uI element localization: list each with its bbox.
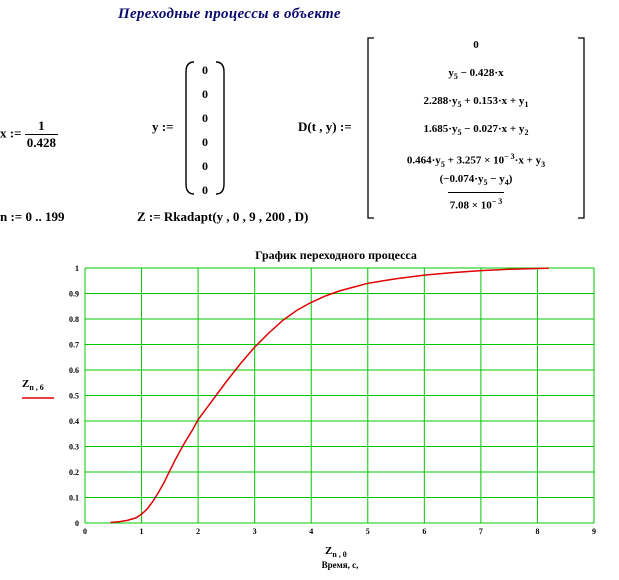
x-tick-label: 6 [422,527,426,536]
y-tick-label: 0.6 [69,366,79,375]
transient-chart: График переходного процесса 0 1 2 3 4 5 6 7 8 900… [22,248,596,570]
page-title: Переходные процессы в объекте [118,6,341,22]
y-vector-entry: 0 [202,183,208,197]
x-lhs: x := [0,125,22,141]
x-denominator: 0.428 [24,134,58,150]
D-row-6: (−0.074·y5 − y4) 7.08 × 10− 3 [372,170,580,215]
x-definition: x := 1 0.428 [0,118,58,151]
x-tick-label: 5 [366,527,370,536]
y-tick-label: 0.4 [69,417,79,426]
y-vector-entry: 0 [202,63,208,77]
chart-ticks: 0 1 2 3 4 5 6 7 8 9 0 0.1 0.2 0.3 0.4 0.5 0.6 0.7 0.8 0.9 1 [69,264,596,536]
x-axis-caption: Время, с, [322,560,359,570]
D-row-1: 0 [372,36,580,64]
chart-grid [84,267,595,524]
x-tick-label: 0 [83,527,87,536]
x-numerator: 1 [38,118,45,133]
x-tick-label: 1 [140,527,144,536]
x-tick-label: 3 [253,527,257,536]
D-matrix: 0 y5 − 0.428·x 2.288·y5 + 0.153·x + y1 1… [372,36,580,215]
y-axis-label: Zn , 6 [22,378,44,392]
D-row-4: 1.685·y5 − 0.027·x + y2 [423,123,529,138]
y-vector-entry: 0 [202,159,208,173]
y-vector-parens [185,61,225,195]
y-lhs: y := [152,119,174,134]
D-row-3: 2.288·y5 + 0.153·x + y1 [423,95,529,110]
y-tick-label: 0.7 [69,341,79,350]
x-axis-label: Zn , 0 [325,545,347,559]
D-row-5: 0.464·y5 + 3.257 × 10− 3·x + y3 [406,152,546,169]
D-row-1-text: 0 [473,39,479,51]
y-tick-label: 0.2 [69,468,79,477]
y-vector-entry: 0 [202,87,208,101]
D-lhs: D(t , y) := [298,119,352,134]
Z-definition: Z := Rkadapt(y , 0 , 9 , 200 , D) [137,209,309,224]
series-line [110,267,549,524]
y-tick-label: 0.3 [69,443,79,452]
D-row-2: y5 − 0.428·x [448,67,504,82]
y-vector: 0 0 0 0 0 0 [194,58,216,202]
y-vector-entry: 0 [202,135,208,149]
y-tick-label: 0.8 [69,315,79,324]
n-range-definition: n := 0 .. 199 [0,209,65,224]
x-fraction: 1 0.428 [24,118,58,151]
chart-title: График переходного процесса [255,248,417,262]
y-tick-label: 0 [75,519,79,528]
x-tick-label: 4 [309,527,313,536]
y-tick-label: 0.1 [69,494,79,503]
x-tick-label: 7 [479,527,483,536]
y-tick-label: 1 [75,264,79,273]
x-tick-label: 8 [535,527,539,536]
x-tick-label: 9 [592,527,596,536]
y-tick-label: 0.9 [69,290,79,299]
D-matrix-brackets [367,37,585,219]
y-vector-entry: 0 [202,111,208,125]
x-tick-label: 2 [196,527,200,536]
y-tick-label: 0.5 [69,392,79,401]
